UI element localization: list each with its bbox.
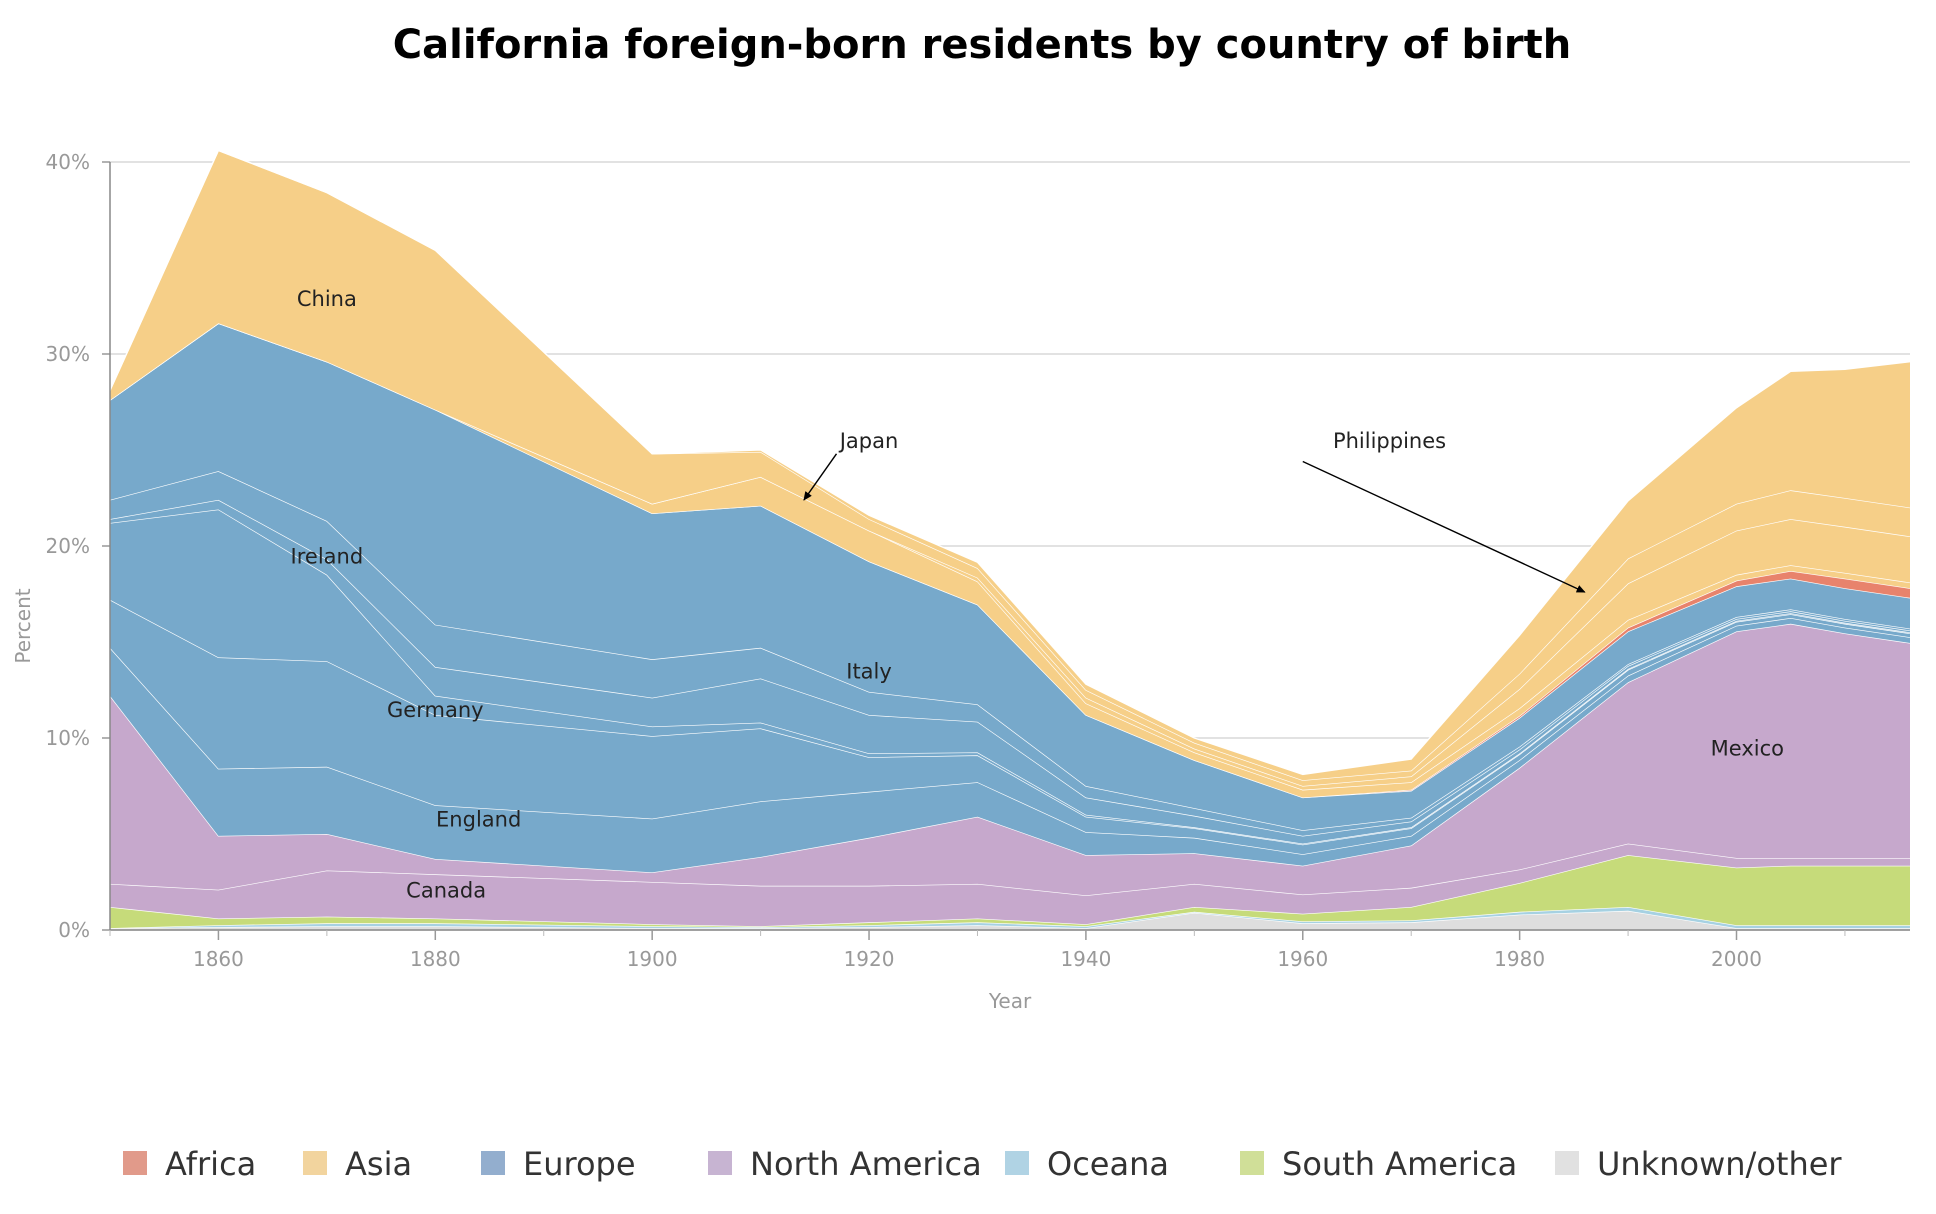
x-tick-label: 1900 — [627, 947, 678, 971]
legend-item-north-america: North America — [708, 1145, 982, 1183]
legend-label: North America — [750, 1145, 982, 1183]
annotation-germany: Germany — [387, 698, 484, 722]
annotation-china: China — [297, 287, 357, 311]
legend-swatch — [708, 1151, 732, 1175]
y-tick-label: 10% — [46, 726, 90, 750]
legend-label: Asia — [345, 1145, 412, 1183]
area-other-europe — [110, 323, 1910, 831]
annotation-canada: Canada — [406, 878, 486, 902]
area-boundary-other-asia — [109, 149, 1911, 776]
annotation-italy: Italy — [846, 659, 892, 683]
legend-label: Africa — [165, 1145, 256, 1183]
annotation-japan: Japan — [838, 429, 899, 453]
annotation-arrow-philippines — [1302, 460, 1586, 593]
legend-item-africa: Africa — [123, 1145, 256, 1183]
area-china — [110, 150, 1910, 786]
area-scandinavia — [110, 471, 1910, 836]
area-canada — [110, 843, 1910, 927]
area-england — [110, 618, 1910, 873]
x-tick-label: 1940 — [1060, 947, 1111, 971]
annotation-philippines: Philippines — [1333, 429, 1446, 453]
area-mexico — [110, 623, 1910, 896]
legend-item-unknown-other: Unknown/other — [1555, 1145, 1842, 1183]
x-tick-label: 1960 — [1277, 947, 1328, 971]
y-tick-label: 0% — [58, 918, 90, 942]
legend-swatch — [1555, 1151, 1579, 1175]
y-tick-label: 20% — [46, 534, 90, 558]
legend-label: Europe — [523, 1145, 636, 1183]
y-tick-label: 40% — [46, 150, 90, 174]
legend: Africa Asia Europe North America Oceana South… — [123, 1145, 1842, 1183]
y-tick-label: 30% — [46, 342, 90, 366]
legend-label: Oceana — [1047, 1145, 1169, 1183]
x-axis-title: Year — [988, 989, 1032, 1013]
axes: 0% 10% 20% 30% 40% 1860 1880 1900 1920 1940 1960 19… — [46, 150, 1910, 971]
area-unknown-other — [110, 910, 1910, 930]
chart-title: California foreign-born residents by cou… — [393, 22, 1571, 68]
plot-areas — [109, 149, 1911, 930]
area-germany — [110, 599, 1910, 855]
x-tick-label: 1980 — [1494, 947, 1545, 971]
x-tick-label: 1880 — [410, 947, 461, 971]
y-axis-title: Percent — [11, 588, 35, 663]
annotation-arrow-japan — [803, 453, 838, 501]
x-tick-label: 1860 — [193, 947, 244, 971]
annotations: China Ireland Germany England Canada Italy Jap… — [291, 287, 1784, 902]
annotation-ireland: Ireland — [291, 544, 364, 568]
legend-item-europe: Europe — [481, 1145, 636, 1183]
legend-label: Unknown/other — [1597, 1145, 1842, 1183]
legend-swatch — [1005, 1151, 1029, 1175]
area-south-america — [110, 855, 1910, 929]
legend-item-asia: Asia — [303, 1145, 412, 1183]
legend-swatch — [123, 1151, 147, 1175]
legend-label: South America — [1282, 1145, 1517, 1183]
legend-swatch — [481, 1151, 505, 1175]
legend-swatch — [1240, 1151, 1264, 1175]
legend-item-oceana: Oceana — [1005, 1145, 1169, 1183]
annotation-mexico: Mexico — [1711, 736, 1784, 760]
legend-swatch — [303, 1151, 327, 1175]
x-tick-label: 1920 — [844, 947, 895, 971]
annotation-england: England — [436, 807, 521, 831]
legend-item-south-america: South America — [1240, 1145, 1517, 1183]
x-tick-label: 2000 — [1711, 947, 1762, 971]
